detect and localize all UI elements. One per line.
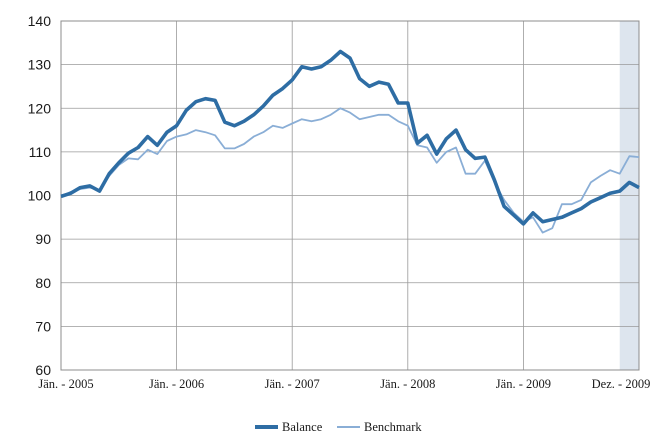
y-tick-label: 80 xyxy=(35,275,51,291)
y-tick-label: 130 xyxy=(28,57,52,73)
legend: Balance Benchmark xyxy=(255,420,422,434)
y-axis: 140 130 120 110 100 90 80 70 60 xyxy=(28,13,52,378)
legend-label-balance: Balance xyxy=(282,420,323,434)
y-tick-label: 100 xyxy=(28,188,52,204)
y-tick-label: 70 xyxy=(35,318,51,334)
series-line-benchmark xyxy=(60,107,640,234)
y-tick-label: 110 xyxy=(29,144,52,160)
x-tick-label: Jän. - 2008 xyxy=(380,377,435,391)
legend-label-benchmark: Benchmark xyxy=(364,420,422,434)
series-line-balance xyxy=(60,49,640,226)
x-tick-label: Dez. - 2009 xyxy=(592,377,651,391)
x-axis: Jän. - 2005 Jän. - 2006 Jän. - 2007 Jän.… xyxy=(38,377,650,391)
y-tick-label: 140 xyxy=(28,13,52,29)
x-tick-label: Jän. - 2005 xyxy=(38,377,93,391)
y-tick-label: 90 xyxy=(35,231,51,247)
x-tick-label: Jän. - 2007 xyxy=(265,377,320,391)
x-tick-label: Jän. - 2006 xyxy=(149,377,204,391)
x-tick-label: Jän. - 2009 xyxy=(496,377,551,391)
y-tick-label: 120 xyxy=(28,100,52,116)
y-tick-label: 60 xyxy=(35,362,51,378)
